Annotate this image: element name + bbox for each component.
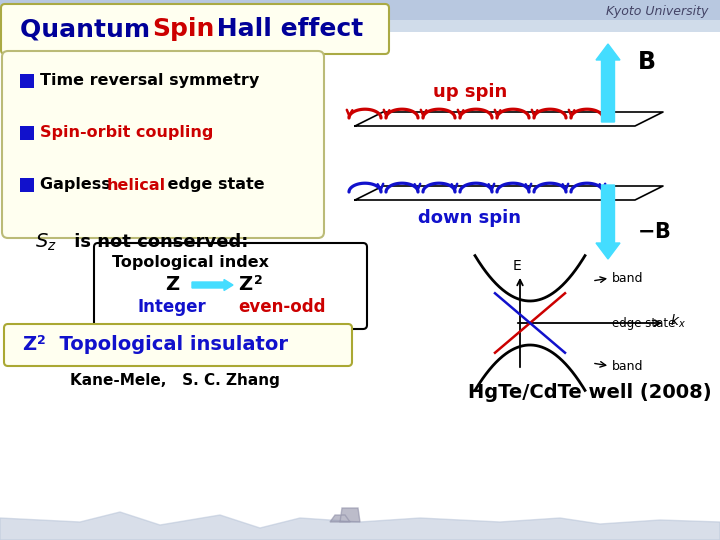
Text: $k_x$: $k_x$ [670, 313, 686, 330]
Text: edge state: edge state [162, 178, 265, 192]
Text: Topological insulator: Topological insulator [46, 335, 288, 354]
Text: band: band [612, 360, 644, 373]
FancyArrow shape [596, 185, 620, 259]
Text: edge state: edge state [612, 316, 675, 329]
Text: down spin: down spin [418, 209, 521, 227]
Text: is not conserved:: is not conserved: [68, 233, 248, 251]
Text: 2: 2 [254, 273, 263, 287]
Text: Z: Z [165, 275, 179, 294]
Text: Topological index: Topological index [112, 254, 269, 269]
Bar [20, 74, 34, 88]
Text: Time reversal symmetry: Time reversal symmetry [40, 73, 259, 89]
Text: Kane-Mele,   S. C. Zhang: Kane-Mele, S. C. Zhang [70, 373, 280, 388]
Text: Spin: Spin [152, 17, 215, 41]
Text: $\mathbf{- B}$: $\mathbf{- B}$ [637, 222, 671, 242]
Text: Z: Z [22, 335, 36, 354]
Bar [0, 0, 720, 22]
FancyBboxPatch shape [4, 324, 352, 366]
Text: HgTe/CdTe well (2008): HgTe/CdTe well (2008) [468, 382, 712, 402]
Text: band: band [612, 272, 644, 285]
Text: Integer: Integer [138, 298, 207, 316]
FancyArrow shape [596, 44, 620, 122]
FancyBboxPatch shape [2, 51, 324, 238]
Text: Kyoto University: Kyoto University [606, 5, 708, 18]
Text: Gapless: Gapless [40, 178, 117, 192]
Polygon shape [330, 508, 360, 522]
Text: Hall effect: Hall effect [208, 17, 364, 41]
Text: $\mathbf{B}$: $\mathbf{B}$ [637, 50, 655, 74]
FancyArrow shape [192, 280, 233, 291]
Text: Spin-orbit coupling: Spin-orbit coupling [40, 125, 213, 140]
Bar [20, 126, 34, 140]
Text: even-odd: even-odd [238, 298, 325, 316]
Text: $S_z$: $S_z$ [35, 231, 57, 253]
Bar [0, 20, 720, 32]
Text: Z: Z [238, 275, 252, 294]
Bar [20, 178, 34, 192]
FancyBboxPatch shape [94, 243, 367, 329]
Text: Quantum: Quantum [20, 17, 159, 41]
FancyBboxPatch shape [1, 4, 389, 54]
Text: up spin: up spin [433, 83, 507, 101]
Text: helical: helical [107, 178, 166, 192]
Text: E: E [513, 259, 521, 273]
Text: 2: 2 [37, 334, 46, 347]
